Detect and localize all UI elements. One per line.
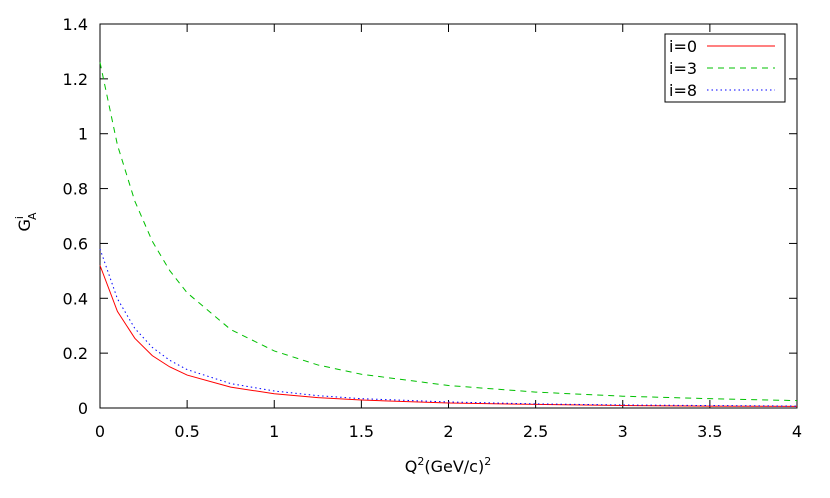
y-tick-label: 1.4: [63, 15, 88, 34]
y-label-sup: i: [13, 216, 26, 219]
x-tick-label: 1.5: [349, 422, 374, 441]
x-tick-label: 3: [618, 422, 628, 441]
legend-label: i=3: [669, 59, 697, 78]
y-tick-label: 1: [78, 125, 88, 144]
x-label-sup: 2: [417, 455, 424, 468]
y-label-base: G: [15, 219, 34, 231]
x-tick-label: 1: [269, 422, 279, 441]
y-label-sub: A: [26, 212, 39, 220]
x-label-sup2: 2: [484, 455, 491, 468]
y-tick-label: 0: [78, 399, 88, 418]
legend-label: i=0: [669, 37, 697, 56]
x-tick-label: 0.5: [174, 422, 199, 441]
y-tick-label: 0.4: [63, 289, 88, 308]
y-tick-label: 1.2: [63, 70, 88, 89]
legend-label: i=8: [669, 81, 697, 100]
x-tick-label: 2.5: [523, 422, 548, 441]
y-tick-label: 0.2: [63, 344, 88, 363]
y-axis-label: GiA: [13, 212, 39, 231]
series-line: [99, 248, 798, 407]
x-tick-label: 3.5: [697, 422, 722, 441]
series-line: [99, 265, 798, 407]
series-line: [99, 62, 798, 402]
x-tick-label: 0: [95, 422, 105, 441]
y-tick-label: 0.6: [63, 234, 88, 253]
x-tick-label: 4: [792, 422, 802, 441]
x-label-rest: (GeV/c): [424, 457, 484, 476]
x-tick-label: 2: [443, 422, 453, 441]
x-label-base: Q: [405, 457, 418, 476]
x-axis-label: Q2(GeV/c)2: [405, 455, 491, 476]
y-tick-label: 0.8: [63, 180, 88, 199]
